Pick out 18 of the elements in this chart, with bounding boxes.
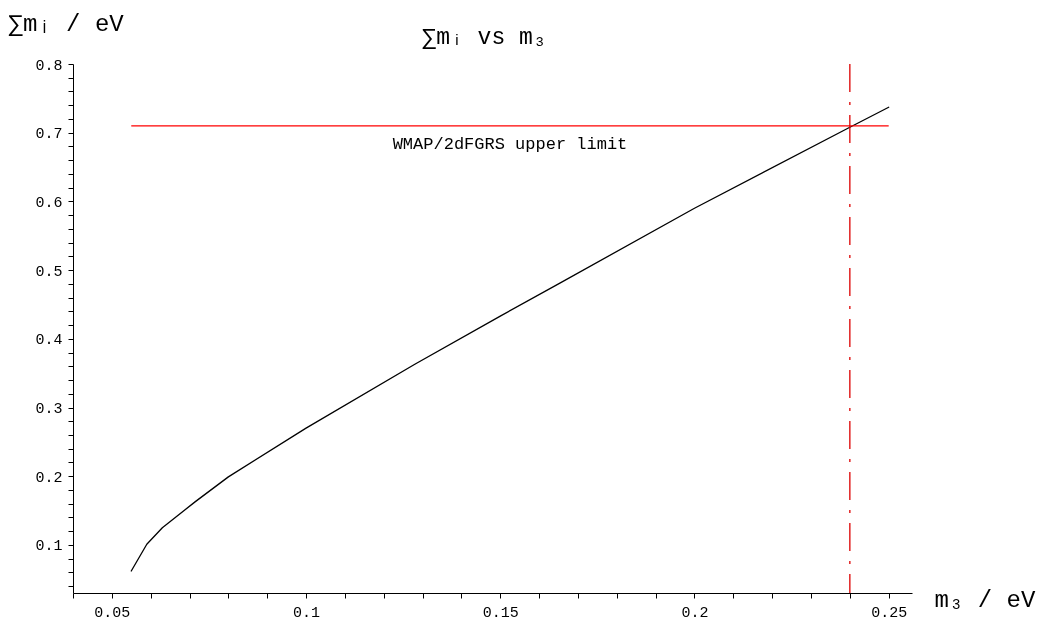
- y-axis-title: ∑mᵢ / eV: [8, 10, 125, 38]
- y-tick-label: 0.4: [35, 332, 63, 350]
- y-tick-label: 0.1: [35, 538, 63, 556]
- x-tick-label: 0.15: [482, 604, 519, 622]
- x-tick-label: 0.2: [681, 604, 709, 622]
- y-tick-label: 0.3: [35, 401, 63, 419]
- y-tick-label: 0.6: [35, 194, 63, 212]
- y-tick-label: 0.7: [35, 126, 63, 144]
- ref-line-label: WMAP/2dFGRS upper limit: [392, 134, 628, 154]
- chart-title: ∑mᵢ vs m₃: [422, 25, 547, 51]
- x-tick-label: 0.05: [94, 604, 131, 622]
- y-tick-label: 0.8: [35, 57, 63, 75]
- y-tick-label: 0.5: [35, 263, 63, 281]
- x-tick-label: 0.1: [293, 604, 321, 622]
- x-axis-title: m₃ / eV: [934, 586, 1036, 614]
- line-series: [130, 106, 890, 572]
- y-tick-label: 0.2: [35, 469, 63, 487]
- x-tick-label: 0.25: [871, 604, 908, 622]
